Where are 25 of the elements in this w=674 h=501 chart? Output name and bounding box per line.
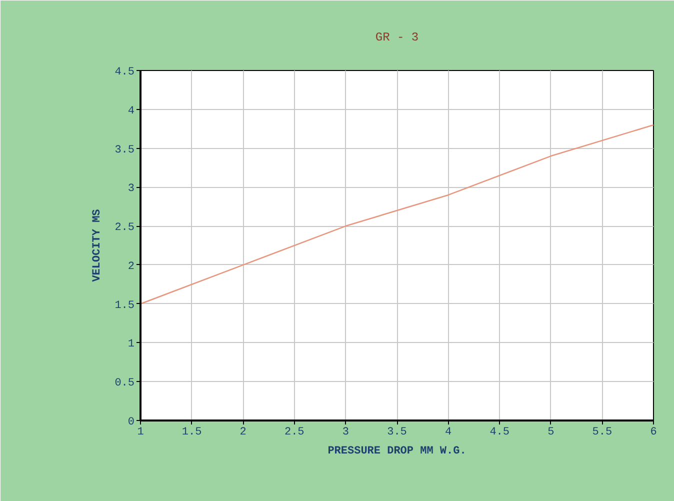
y-tick-label: 1 [128, 338, 135, 351]
y-tick-label: 3.5 [114, 144, 135, 156]
x-axis-title: PRESSURE DROP MM W.G. [328, 446, 466, 458]
x-tick-label: 4.5 [490, 426, 510, 438]
y-tick-label: 4.5 [114, 66, 135, 78]
x-tick-label: 5 [548, 426, 554, 438]
x-tick-label: 6 [650, 426, 657, 438]
chart-title: GR - 3 [375, 30, 419, 44]
x-tick-label: 5.5 [592, 426, 612, 438]
line-series [140, 124, 654, 304]
x-tick-label: 2 [240, 426, 246, 438]
x-tick-label: 3.5 [387, 426, 407, 438]
x-tick-label: 4 [445, 426, 452, 438]
y-tick-label: 0 [128, 416, 135, 428]
y-tick-label: 2.5 [114, 222, 135, 234]
y-tick-label: 0.5 [114, 378, 135, 390]
x-tick-label: 3 [342, 426, 350, 438]
y-tick-label: 2 [128, 260, 135, 273]
y-axis-title: VELOCITY MS [92, 208, 104, 282]
x-tick-label: 1.5 [182, 426, 202, 438]
y-tick-label: 1.5 [114, 300, 135, 312]
y-tick-label: 3 [128, 183, 135, 196]
x-tick-label: 2.5 [284, 426, 304, 438]
y-tick-label: 4 [128, 105, 135, 118]
x-tick-label: 1 [137, 426, 144, 438]
